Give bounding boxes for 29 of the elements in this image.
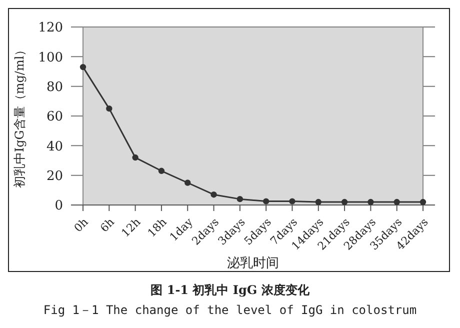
x-axis-title: 泌乳时间 [227, 256, 279, 271]
caption: Fig 1－1 The change of the level of IgG in colostrum [42, 302, 418, 319]
point [132, 154, 138, 161]
point [158, 168, 165, 174]
x-tick-label: 6h [98, 216, 117, 235]
point [289, 198, 296, 204]
y-tick-label: 20 [46, 168, 63, 184]
y-tick-label: 60 [46, 110, 63, 125]
x-tick-label: 18h [145, 216, 170, 240]
point [368, 198, 374, 205]
point [420, 198, 426, 205]
x-tick-label: 12h [118, 216, 144, 240]
y-tick-label: 40 [46, 139, 63, 154]
point [236, 196, 244, 202]
point [210, 192, 217, 198]
point [184, 180, 191, 186]
x-tick-label: 0h [72, 216, 91, 235]
point [80, 64, 86, 70]
y-tick-label: 100 [38, 50, 63, 66]
point [262, 198, 270, 204]
point [341, 198, 348, 205]
point [315, 198, 322, 205]
point [106, 105, 112, 112]
y-tick-label: 80 [46, 80, 63, 95]
y-tick-label: 120 [38, 20, 63, 36]
caption: 图 1-1 初乳中 IgG 浓度变化 [150, 282, 310, 299]
point [394, 198, 400, 205]
y-axis-title: 初乳中IgG含量（mg/ml） [12, 44, 26, 188]
y-tick-label: 0 [54, 198, 63, 214]
